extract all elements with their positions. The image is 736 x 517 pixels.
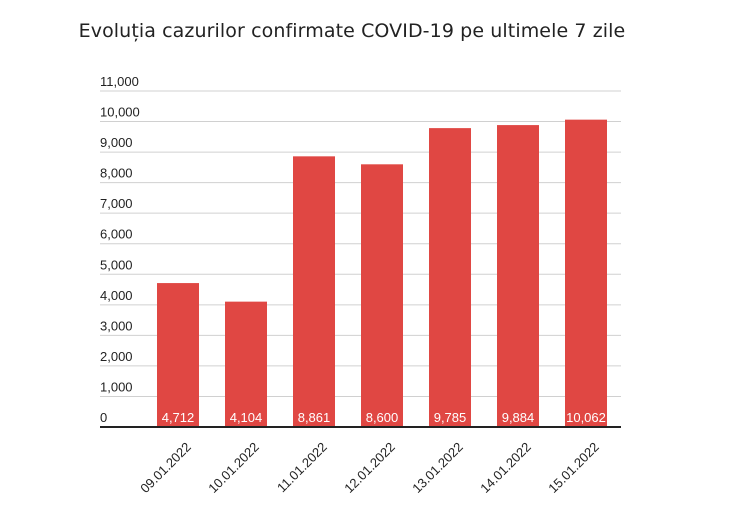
x-category-label: 10.01.2022 xyxy=(205,439,262,496)
y-axis-ticks: 0 1,000 2,000 3,000 4,000 5,000 6,000 7,000 8,00… xyxy=(100,74,140,425)
bar-value-label: 4,104 xyxy=(230,410,263,425)
bar-value-label: 8,600 xyxy=(366,410,399,425)
y-tick-label: 0 xyxy=(100,410,107,425)
y-tick-label: 7,000 xyxy=(100,196,133,211)
y-tick-label: 2,000 xyxy=(100,349,133,364)
y-tick-label: 4,000 xyxy=(100,288,133,303)
bar-value-label: 8,861 xyxy=(298,410,331,425)
bars: 4,712 4,104 8,861 8,600 9,785 9,884 10,062 xyxy=(157,119,607,428)
bar xyxy=(225,301,267,427)
y-tick-label: 6,000 xyxy=(100,227,133,242)
x-category-label: 15.01.2022 xyxy=(545,439,602,496)
bar-value-label: 4,712 xyxy=(162,410,195,425)
bar xyxy=(429,128,471,427)
x-category-label: 11.01.2022 xyxy=(274,439,330,495)
bar xyxy=(565,119,607,427)
bar xyxy=(293,156,335,427)
x-axis-labels: 09.01.2022 10.01.2022 11.01.2022 12.01.2022… xyxy=(137,439,602,496)
x-category-label: 09.01.2022 xyxy=(137,439,194,496)
y-tick-label: 5,000 xyxy=(100,257,133,272)
y-tick-label: 1,000 xyxy=(100,379,133,394)
bar-value-label: 9,785 xyxy=(434,410,467,425)
y-tick-label: 10,000 xyxy=(100,105,140,120)
x-category-label: 14.01.2022 xyxy=(477,439,534,496)
y-tick-label: 3,000 xyxy=(100,318,133,333)
chart-title: Evoluția cazurilor confirmate COVID-19 p… xyxy=(78,20,626,42)
x-category-label: 13.01.2022 xyxy=(409,439,466,496)
bar xyxy=(497,125,539,427)
y-tick-label: 9,000 xyxy=(100,135,133,150)
bar xyxy=(361,164,403,428)
bar-value-label: 10,062 xyxy=(566,410,606,425)
bar xyxy=(157,283,199,427)
y-tick-label: 8,000 xyxy=(100,166,133,181)
y-tick-label: 11,000 xyxy=(100,74,139,89)
bar-value-label: 9,884 xyxy=(502,410,535,425)
x-category-label: 12.01.2022 xyxy=(341,439,398,496)
